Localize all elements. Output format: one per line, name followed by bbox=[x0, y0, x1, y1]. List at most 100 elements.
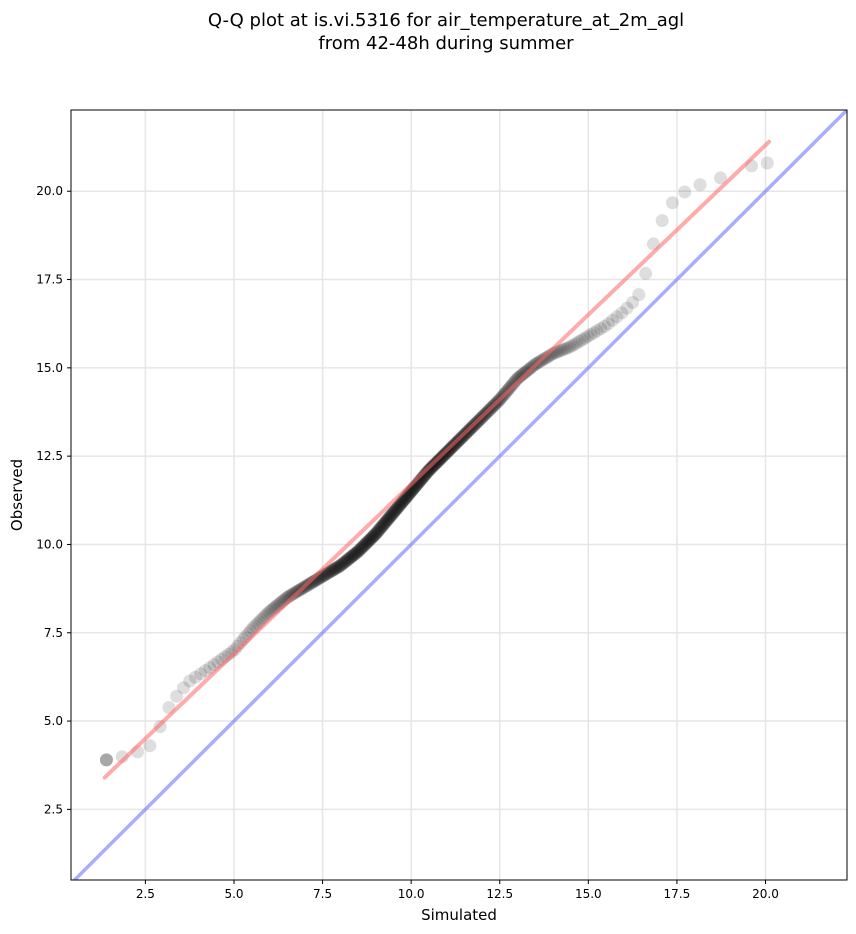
x-tick-label: 15.0 bbox=[575, 887, 602, 901]
grid bbox=[71, 110, 847, 880]
x-tick-label: 5.0 bbox=[224, 887, 243, 901]
quantile-point bbox=[372, 523, 386, 537]
quantile-point bbox=[203, 661, 217, 675]
quantile-point bbox=[541, 350, 555, 364]
quantile-point bbox=[349, 546, 363, 560]
plot-frame bbox=[70, 109, 848, 881]
quantile-point bbox=[327, 562, 341, 576]
quantile-point bbox=[385, 508, 399, 522]
x-tick-label: 20.0 bbox=[752, 887, 779, 901]
quantile-point bbox=[396, 494, 410, 508]
quantile-point bbox=[367, 529, 381, 543]
quantile-point bbox=[515, 367, 529, 381]
quantile-point bbox=[379, 514, 393, 528]
quantile-point bbox=[382, 511, 396, 525]
quantile-point bbox=[601, 317, 615, 331]
quantile-point bbox=[565, 339, 579, 353]
axis-ticks: 2.5 5.0 7.5 10.0 12.5 15.0 17.5 20.0 2.5 5.0 7.5 10… bbox=[36, 184, 779, 901]
quantile-point bbox=[665, 196, 679, 210]
quantile-point bbox=[355, 541, 369, 555]
quantile-point bbox=[378, 516, 392, 530]
quantile-point bbox=[194, 667, 208, 681]
quantile-point bbox=[330, 560, 344, 574]
quantile-point bbox=[370, 526, 384, 540]
quantile-point bbox=[383, 510, 397, 524]
quantile-point bbox=[358, 538, 372, 552]
quantile-point bbox=[388, 504, 402, 518]
quantile-point bbox=[343, 551, 357, 565]
quantile-point bbox=[760, 156, 774, 170]
quantile-point bbox=[188, 670, 202, 684]
quantile-point bbox=[353, 542, 367, 556]
quantile-point bbox=[374, 521, 388, 535]
quantile-point bbox=[606, 313, 620, 327]
quantile-point bbox=[198, 664, 212, 678]
quantile-point bbox=[377, 517, 391, 531]
quantile-point bbox=[326, 563, 340, 577]
quantile-point bbox=[362, 534, 376, 548]
quantile-point bbox=[563, 340, 577, 354]
quantile-point bbox=[620, 301, 634, 315]
quantile-point bbox=[177, 681, 191, 695]
quantile-point bbox=[590, 324, 604, 338]
quantile-point bbox=[357, 538, 371, 552]
quantile-point bbox=[304, 576, 318, 590]
y-tick-label: 7.5 bbox=[44, 626, 63, 640]
quantile-point bbox=[384, 508, 398, 522]
quantile-point bbox=[632, 288, 646, 302]
quantile-point bbox=[328, 562, 342, 576]
quantile-point bbox=[388, 504, 402, 518]
quantile-point bbox=[420, 466, 434, 480]
quantile-point bbox=[351, 545, 365, 559]
quantile-point bbox=[384, 509, 398, 523]
quantile-point bbox=[353, 543, 367, 557]
quantile-point bbox=[507, 375, 521, 389]
quantile-point bbox=[340, 553, 354, 567]
quantile-point bbox=[329, 561, 343, 575]
quantile-point bbox=[391, 501, 405, 515]
quantile-point bbox=[323, 565, 337, 579]
quantile-point bbox=[338, 555, 352, 569]
quantile-point bbox=[368, 527, 382, 541]
y-tick-label: 5.0 bbox=[44, 714, 63, 728]
quantile-point bbox=[99, 753, 113, 767]
quantile-point bbox=[422, 463, 436, 477]
quantile-point bbox=[693, 178, 707, 192]
x-tick-label: 17.5 bbox=[664, 887, 691, 901]
quantile-point bbox=[554, 343, 568, 357]
quantile-point bbox=[556, 343, 570, 357]
quantile-point bbox=[393, 497, 407, 511]
quantile-point bbox=[348, 547, 362, 561]
quantile-point bbox=[506, 376, 520, 390]
quantile-point bbox=[375, 520, 389, 534]
quantile-point bbox=[423, 462, 437, 476]
x-axis-label: Simulated bbox=[421, 906, 497, 924]
quantile-point bbox=[380, 513, 394, 527]
quantile-point bbox=[560, 341, 574, 355]
quantile-point bbox=[99, 753, 113, 767]
quantile-point bbox=[359, 536, 373, 550]
quantile-point bbox=[345, 549, 359, 563]
quantile-point bbox=[572, 334, 586, 348]
quantile-point bbox=[389, 502, 403, 516]
quantile-point bbox=[324, 564, 338, 578]
y-tick-label: 20.0 bbox=[36, 184, 63, 198]
quantile-point bbox=[335, 557, 349, 571]
quantile-point bbox=[393, 498, 407, 512]
quantile-point bbox=[305, 575, 319, 589]
quantile-point bbox=[346, 548, 360, 562]
quantile-point bbox=[325, 563, 339, 577]
quantile-point bbox=[394, 497, 408, 511]
quantile-point bbox=[386, 506, 400, 520]
quantile-point bbox=[373, 521, 387, 535]
quantile-point bbox=[354, 542, 368, 556]
quantile-point bbox=[597, 319, 611, 333]
quantile-point bbox=[351, 544, 365, 558]
quantile-point bbox=[558, 342, 572, 356]
quantile-point bbox=[370, 525, 384, 539]
quantile-point bbox=[183, 674, 197, 688]
quantile-point bbox=[329, 561, 343, 575]
quantile-point bbox=[587, 326, 601, 340]
y-tick-label: 10.0 bbox=[36, 537, 63, 551]
